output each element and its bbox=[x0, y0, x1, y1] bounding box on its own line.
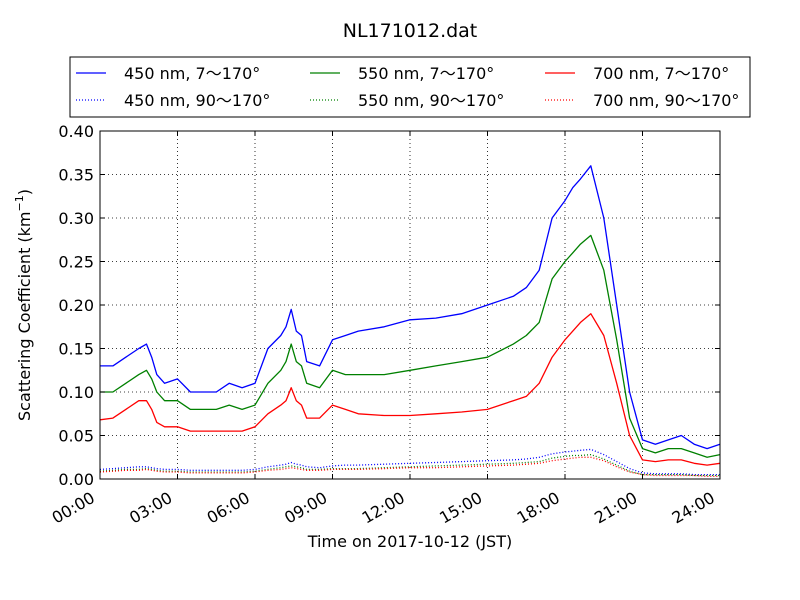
y-tick-label: 0.15 bbox=[58, 340, 94, 359]
y-axis-label-close: ) bbox=[15, 189, 34, 195]
x-tick-label: 24:00 bbox=[669, 488, 718, 528]
legend-label-6: 700 nm, 90～170° bbox=[593, 91, 739, 110]
x-tick-label: 03:00 bbox=[126, 488, 175, 528]
chart-title: NL171012.dat bbox=[343, 20, 478, 42]
legend-label-2: 450 nm, 90～170° bbox=[124, 91, 270, 110]
y-tick-label: 0.05 bbox=[58, 427, 94, 446]
y-tick-label: 0.35 bbox=[58, 166, 94, 185]
series-line-3 bbox=[100, 234, 721, 458]
series-line-2 bbox=[99, 448, 720, 476]
series-line-5 bbox=[99, 313, 721, 466]
legend: 450 nm, 7～170° 450 nm, 90～170° 550 nm, 7～1… bbox=[69, 56, 751, 118]
legend-label-3: 550 nm, 7～170° bbox=[358, 64, 494, 83]
legend-label-4: 550 nm, 90～170° bbox=[358, 91, 504, 110]
series-line-1 bbox=[100, 165, 721, 450]
series-line-4 bbox=[99, 453, 720, 477]
y-tick-label: 0.20 bbox=[58, 296, 94, 315]
y-axis-label-text: Scattering Coefficient (km bbox=[15, 211, 34, 421]
y-tick-label: 0.30 bbox=[58, 209, 94, 228]
x-tick-label: 21:00 bbox=[591, 488, 640, 528]
x-tick-label: 09:00 bbox=[281, 488, 330, 528]
legend-label-1: 450 nm, 7～170° bbox=[124, 64, 260, 83]
x-tick-label: 00:00 bbox=[49, 488, 98, 528]
x-tick-label: 15:00 bbox=[436, 488, 485, 528]
series-layer bbox=[99, 165, 721, 478]
y-tick-label: 0.25 bbox=[58, 253, 94, 272]
y-axis-label-unit-exp: −1 bbox=[13, 195, 26, 211]
y-tick-label: 0.40 bbox=[58, 122, 94, 141]
legend-box bbox=[69, 56, 751, 118]
x-tick-label: 12:00 bbox=[359, 488, 408, 528]
x-tick-label: 18:00 bbox=[514, 488, 563, 528]
x-axis-label: Time on 2017-10-12 (JST) bbox=[307, 532, 512, 551]
x-tick-label: 06:00 bbox=[204, 488, 253, 528]
legend-label-5: 700 nm, 7～170° bbox=[593, 64, 729, 83]
y-axis-label: Scattering Coefficient (km−1) bbox=[13, 189, 34, 421]
series-line-6 bbox=[99, 456, 720, 478]
y-tick-label: 0.00 bbox=[58, 470, 94, 489]
y-tick-label: 0.10 bbox=[58, 383, 94, 402]
